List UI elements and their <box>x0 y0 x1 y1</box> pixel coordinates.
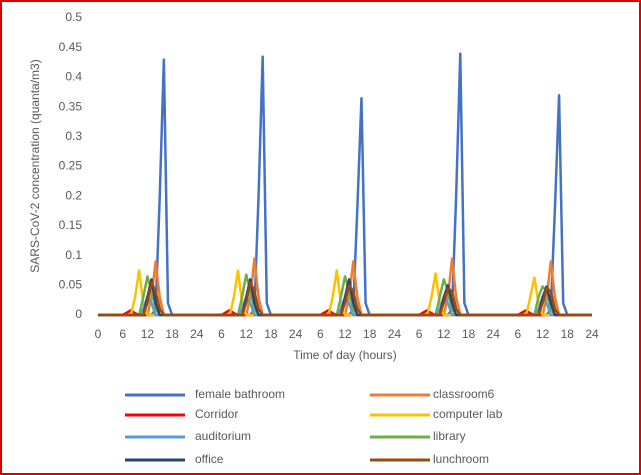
x-tick-label: 12 <box>536 327 550 341</box>
y-tick-label: 0.3 <box>65 129 82 143</box>
x-tick-label: 0 <box>95 327 102 341</box>
x-tick-label: 12 <box>141 327 155 341</box>
x-tick-label: 24 <box>190 327 204 341</box>
x-tick-label: 24 <box>487 327 501 341</box>
y-tick-label: 0.15 <box>59 218 83 232</box>
legend-label: library <box>433 429 466 443</box>
legend-label: auditorium <box>195 429 251 443</box>
x-tick-label: 24 <box>289 327 303 341</box>
x-tick-label: 6 <box>119 327 126 341</box>
x-tick-label: 24 <box>388 327 402 341</box>
legend-label: female bathroom <box>195 387 285 401</box>
legend-label: Corridor <box>195 407 238 421</box>
x-tick-label: 18 <box>363 327 377 341</box>
y-tick-label: 0.05 <box>59 277 83 291</box>
x-tick-label: 18 <box>165 327 179 341</box>
legend-label: classroom6 <box>433 387 495 401</box>
x-tick-label: 12 <box>338 327 352 341</box>
y-tick-label: 0.45 <box>59 40 83 54</box>
y-tick-label: 0.25 <box>59 159 83 173</box>
x-tick-label: 12 <box>437 327 451 341</box>
legend-label: computer lab <box>433 407 503 421</box>
y-tick-label: 0.5 <box>65 10 82 24</box>
x-tick-label: 18 <box>264 327 278 341</box>
y-tick-label: 0.35 <box>59 99 83 113</box>
x-tick-label: 6 <box>317 327 324 341</box>
x-tick-label: 18 <box>462 327 476 341</box>
series-line <box>98 281 592 317</box>
x-tick-label: 6 <box>515 327 522 341</box>
y-tick-label: 0 <box>75 307 82 321</box>
x-axis-title: Time of day (hours) <box>293 348 397 362</box>
y-tick-label: 0.1 <box>65 248 82 262</box>
y-tick-label: 0.4 <box>65 70 82 84</box>
legend-label: office <box>195 452 224 466</box>
x-tick-label: 12 <box>240 327 254 341</box>
x-tick-label: 6 <box>218 327 225 341</box>
x-tick-label: 24 <box>585 327 599 341</box>
x-tick-label: 18 <box>561 327 575 341</box>
y-tick-label: 0.2 <box>65 188 82 202</box>
x-tick-label: 6 <box>416 327 423 341</box>
y-axis-title: SARS-CoV-2 concentration (quanta/m3) <box>28 59 42 272</box>
legend-label: lunchroom <box>433 452 489 466</box>
